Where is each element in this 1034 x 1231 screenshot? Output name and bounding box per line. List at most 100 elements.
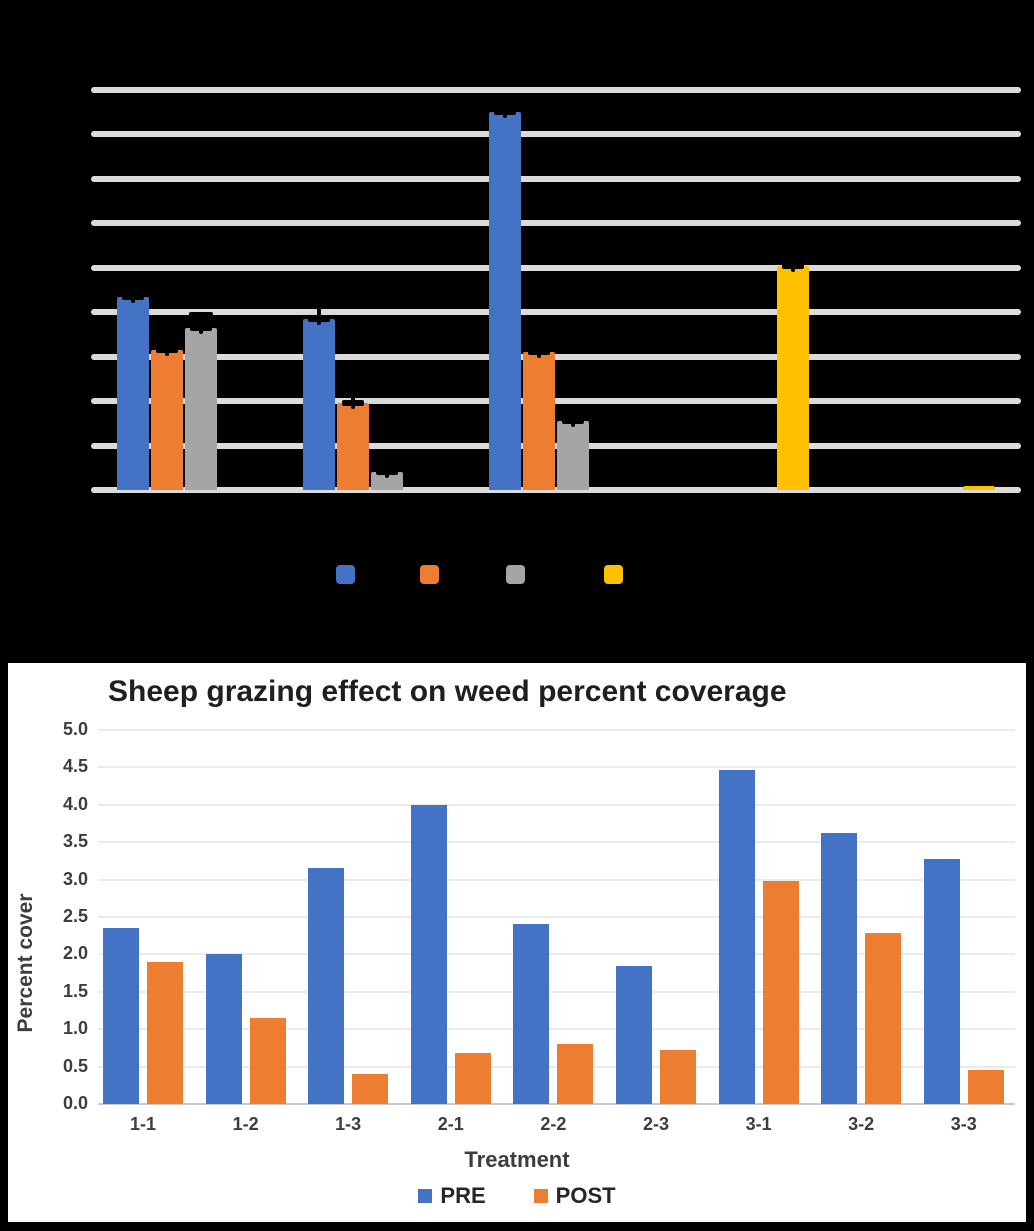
- bar-post-1-3: [352, 1074, 389, 1104]
- y-tick-label: 0.5: [62, 1055, 88, 1076]
- error-bar-mid: [122, 293, 144, 300]
- bar-post-3-3: [967, 1070, 1004, 1104]
- bar-series1-group3: [489, 112, 521, 490]
- error-bar-mid: [342, 400, 364, 407]
- sheep-grazing-chart: Sheep grazing effect on weed percent cov…: [8, 663, 1026, 1222]
- gridline: [98, 1065, 1015, 1068]
- error-bar-whisker: [571, 405, 575, 428]
- bar-post-3-2: [865, 932, 902, 1104]
- error-bar-whisker: [503, 96, 507, 119]
- bar-post-1-1: [147, 961, 183, 1104]
- error-bar-cap: [781, 249, 805, 254]
- bar-pre-2-3: [616, 965, 652, 1104]
- gridline: [91, 264, 1021, 271]
- error-bar-mid: [376, 469, 398, 476]
- x-axis-title: Treatment: [464, 1147, 570, 1172]
- gridline: [98, 878, 1015, 881]
- error-bar-mid: [562, 418, 584, 425]
- gridline: [98, 803, 1015, 806]
- x-tick-label: 1-3: [335, 1114, 362, 1134]
- pre-legend-label: PRE: [440, 1183, 486, 1208]
- error-bar-cap: [493, 96, 517, 101]
- bar-series1-group2: [303, 318, 335, 490]
- top-legend-swatch-3: [506, 565, 525, 584]
- bottom-chart-legend: PRE POST: [8, 1183, 1026, 1209]
- error-bar-cap: [527, 336, 551, 341]
- gridline: [91, 87, 1021, 93]
- x-tick-label: 3-3: [950, 1114, 977, 1134]
- x-tick-label: 3-2: [848, 1114, 875, 1134]
- grouped-bar-chart-dark: [91, 87, 1021, 584]
- bar-pre-3-1: [718, 769, 755, 1104]
- bar-series2-group2: [337, 403, 369, 490]
- bar-pre-1-2: [205, 954, 242, 1104]
- error-bar-whisker: [791, 249, 795, 272]
- x-tick-label: 2-2: [540, 1114, 567, 1134]
- y-tick-label: 2.5: [62, 906, 88, 926]
- bar-series3-group3: [557, 421, 589, 490]
- bar-pre-2-2: [513, 924, 550, 1104]
- legend-item-post: POST: [533, 1183, 616, 1209]
- error-bar-whisker: [131, 280, 135, 303]
- error-bar-mid: [156, 347, 178, 353]
- post-legend-swatch: [533, 1189, 548, 1203]
- bar-pre-3-2: [821, 833, 858, 1104]
- x-tick-label: 1-2: [232, 1114, 259, 1134]
- error-bar-whisker: [199, 311, 203, 334]
- gridline: [91, 131, 1021, 138]
- gridline: [98, 1028, 1015, 1031]
- gridline: [98, 953, 1015, 956]
- post-legend-label: POST: [555, 1183, 616, 1208]
- error-bar-mid: [308, 315, 330, 322]
- bar-series2-group1: [151, 350, 183, 490]
- x-tick-label: 3-1: [745, 1114, 772, 1134]
- bar-pre-3-3: [923, 859, 960, 1104]
- x-tick-label: 2-1: [437, 1114, 464, 1134]
- error-bar-cap: [121, 280, 145, 285]
- error-bar-mid: [528, 349, 550, 356]
- gridline: [91, 353, 1021, 360]
- error-bar-whisker: [385, 456, 389, 479]
- x-tick-label: 1-1: [129, 1114, 156, 1134]
- chart-title: Sheep grazing effect on weed percent cov…: [108, 675, 787, 708]
- x-tick-label: 2-3: [642, 1114, 669, 1134]
- bar-series4-group4: [777, 265, 809, 490]
- gridline: [98, 841, 1015, 844]
- y-tick-label: 2.0: [62, 943, 88, 964]
- error-bar-cap: [307, 302, 331, 307]
- error-bar-cap: [189, 311, 213, 316]
- gridline: [91, 442, 1021, 449]
- bar-post-2-2: [557, 1044, 594, 1104]
- gridline: [91, 175, 1021, 182]
- error-bar-whisker: [537, 336, 541, 359]
- y-tick-label: 4.5: [62, 756, 88, 777]
- gridline: [91, 487, 1021, 493]
- y-tick-label: 5.0: [62, 719, 88, 739]
- y-tick-label: 1.5: [62, 980, 88, 1001]
- bar-post-2-1: [454, 1053, 491, 1104]
- error-bar-mid: [494, 109, 516, 116]
- error-bar-mid: [782, 262, 804, 269]
- gridline: [91, 220, 1021, 227]
- legend-item-pre: PRE: [418, 1183, 486, 1209]
- gridline: [98, 729, 1015, 731]
- error-bar-whisker: [165, 334, 169, 356]
- error-bar-cap: [341, 387, 365, 392]
- pre-legend-swatch: [418, 1189, 433, 1203]
- error-bar-whisker: [351, 387, 355, 410]
- bar-post-3-1: [762, 881, 799, 1104]
- gridline: [98, 916, 1015, 918]
- y-tick-label: 1.0: [62, 1018, 88, 1039]
- error-bar-cap: [561, 405, 585, 410]
- gridline: [98, 766, 1015, 769]
- bar-post-1-2: [249, 1017, 286, 1104]
- error-bar-mid: [190, 324, 212, 331]
- top-legend-swatch-2: [420, 565, 439, 584]
- error-bar-cap: [155, 334, 179, 338]
- top-legend-swatch-4: [604, 565, 623, 584]
- bar-pre-1-3: [308, 868, 345, 1104]
- bar-pre-1-1: [103, 928, 139, 1104]
- y-tick-label: 3.0: [62, 868, 88, 889]
- y-tick-label: 0.0: [62, 1093, 88, 1113]
